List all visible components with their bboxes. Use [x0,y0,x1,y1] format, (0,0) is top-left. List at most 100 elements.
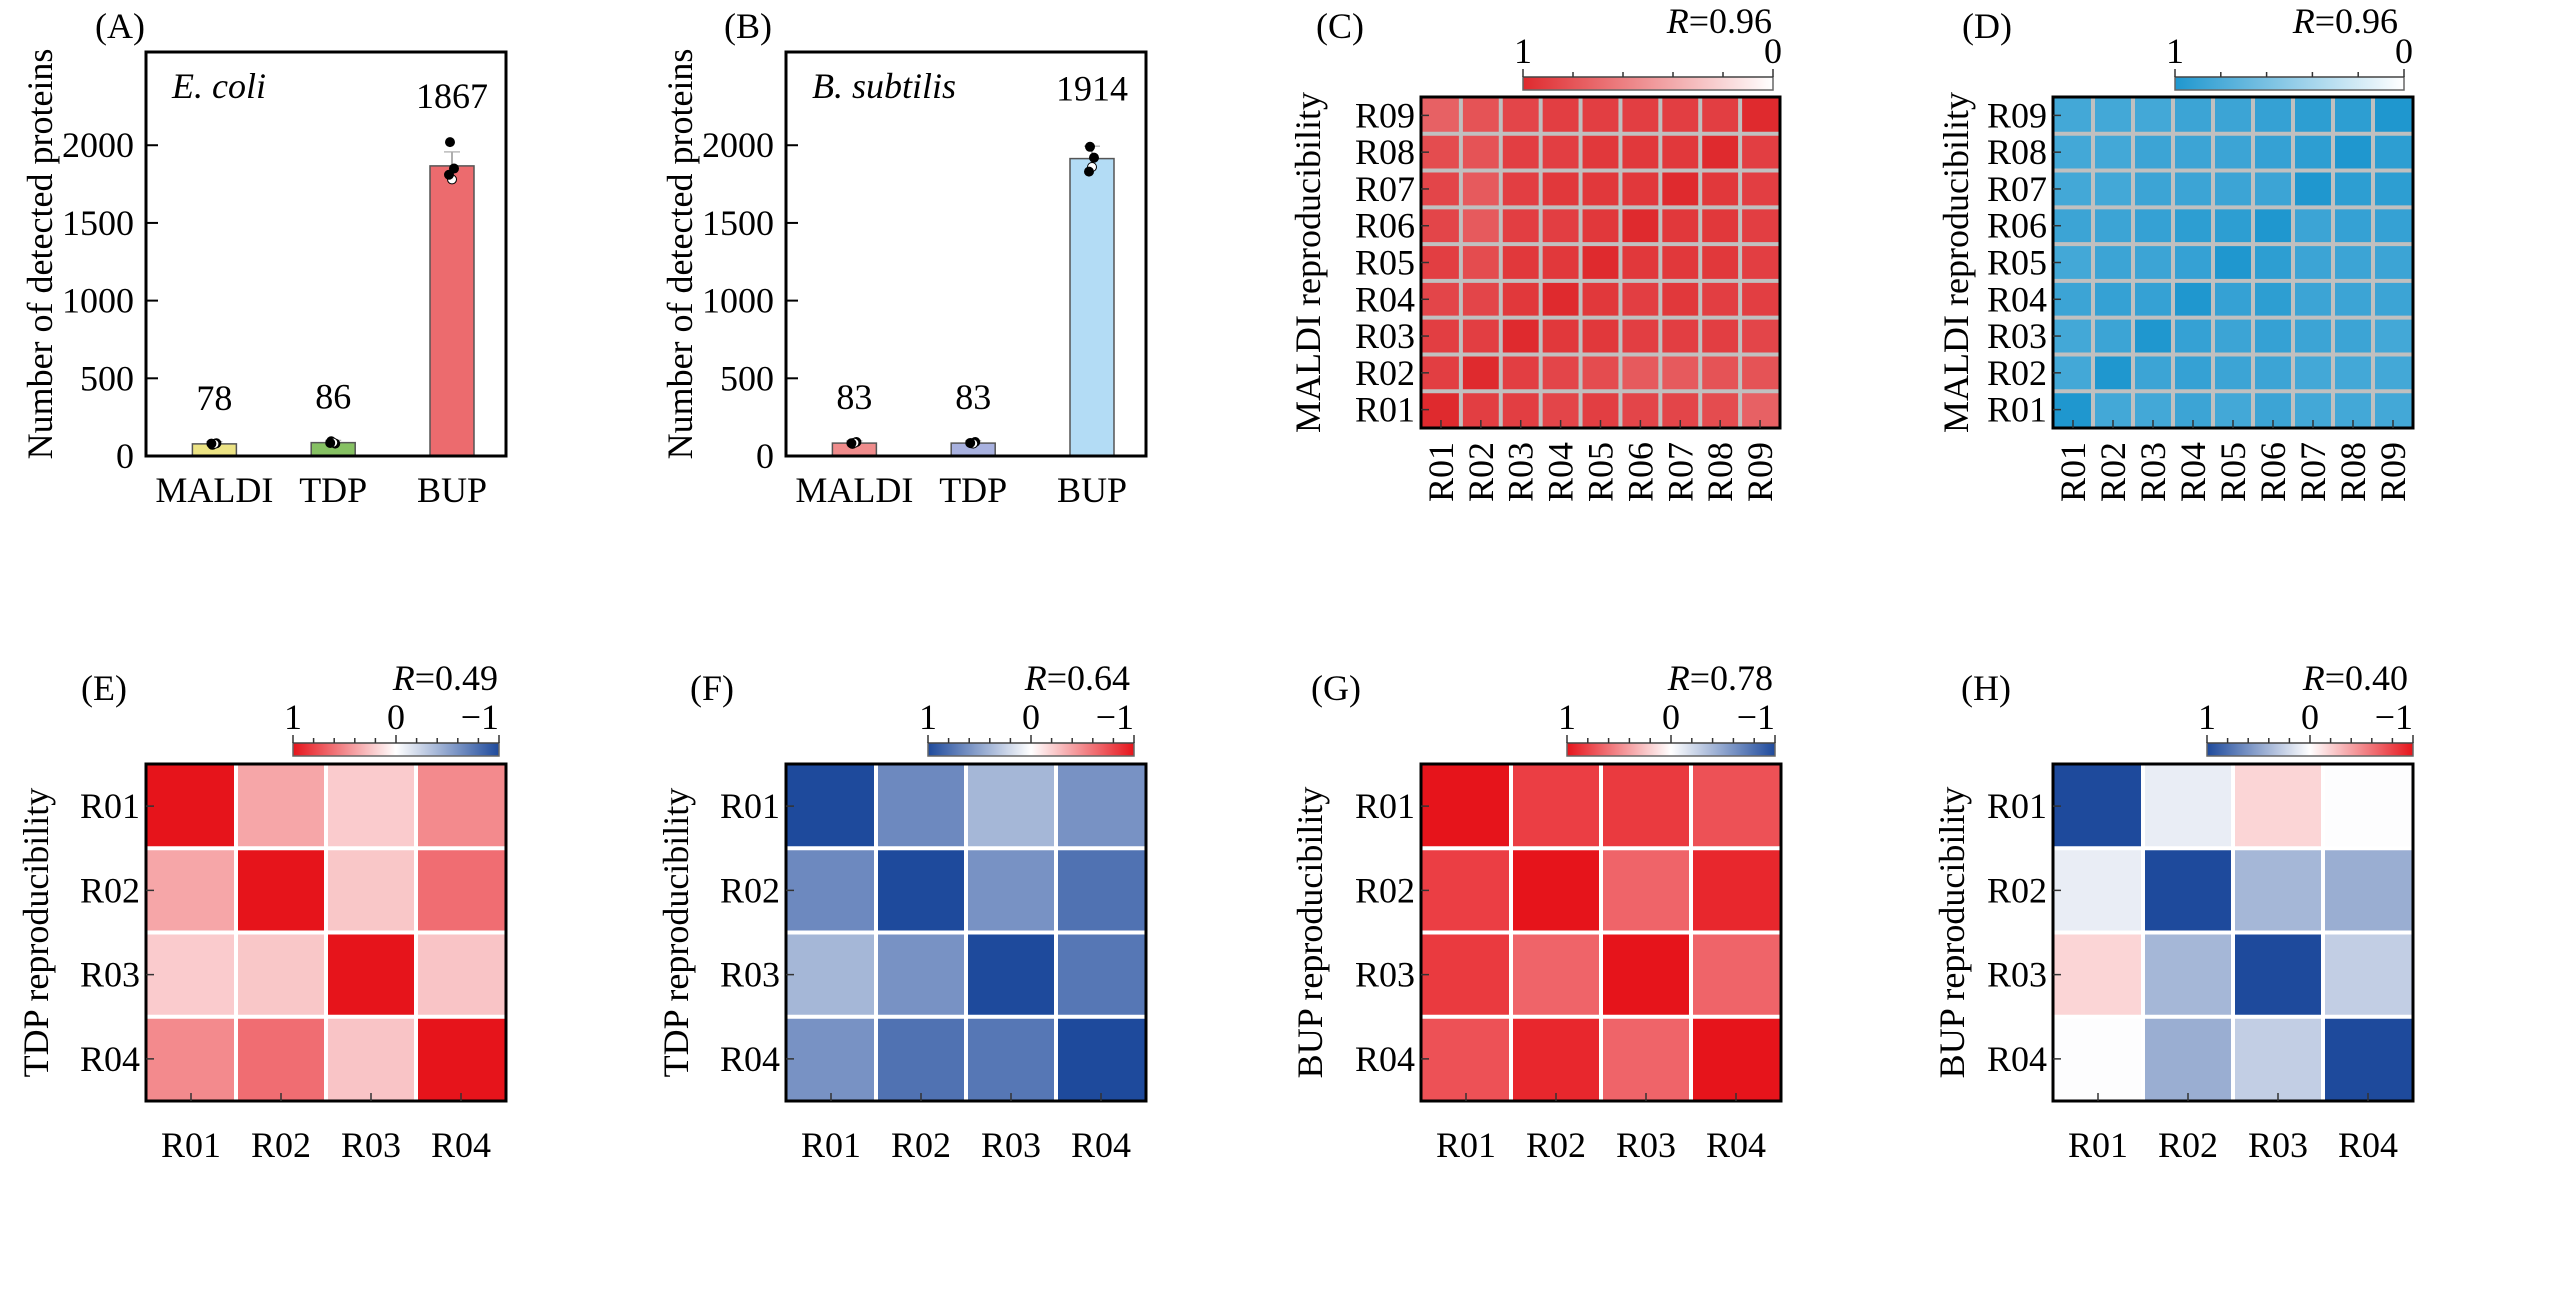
heatmap-cell [2233,1016,2323,1101]
heatmap-cell [1056,1016,1146,1101]
y-tick-label: R05 [1355,243,1415,283]
heatmap-cell [1511,848,1601,933]
heatmap-cell [1601,848,1691,933]
heatmap-cell [2373,207,2413,245]
y-tick-label: R04 [1987,279,2047,319]
heatmap-cell [966,764,1056,849]
x-tick-label: R06 [2253,442,2293,502]
heatmap-cell [1660,97,1701,134]
y-axis-label: MALDI reproducibility [1288,92,1328,433]
heatmap-cell [2093,207,2133,245]
heatmap-cell [146,764,236,849]
heatmap-cell [1056,848,1146,933]
x-tick-label: R03 [1501,442,1541,502]
heatmap-cell [2253,280,2293,318]
heatmap-cell [1421,848,1511,933]
heatmap-cell [1500,280,1541,318]
heatmap-cell [1421,764,1511,849]
panel-F: (F)TDP reproducibility R01R01R02R02R03R03… [656,658,1148,1165]
heatmap-cell [1620,280,1661,318]
data-point [444,169,454,180]
heatmap-cell [1620,354,1661,392]
y-tick-label: R03 [720,955,780,995]
heatmap-cell [2333,133,2373,171]
panel-B: (B) Number of detected proteins 0 500 1000 15… [660,6,1148,510]
x-tick-label: R01 [801,1125,861,1165]
correlation-annotation: R=0.40 [2302,658,2408,698]
heatmap-cell [1580,170,1621,208]
heatmap-cell [1660,133,1701,171]
heatmap-cell [2373,97,2413,134]
heatmap-cell [786,932,876,1017]
value-label: 1867 [416,76,488,116]
colorbar-label-max: 1 [1514,31,1532,71]
heatmap-cell [1740,280,1780,318]
x-tick-label: MALDI [795,470,913,510]
heatmap-cell [2133,207,2173,245]
x-tick-label: R01 [161,1125,221,1165]
heatmap-cell [2293,170,2333,208]
y-tick-label: R04 [80,1039,140,1079]
heatmap-cell [2253,207,2293,245]
x-tick-label: R04 [2338,1125,2398,1165]
heatmap-cell [2053,1016,2143,1101]
value-label: 1914 [1056,69,1128,109]
r-symbol: R [392,658,415,698]
heatmap-cell [1660,170,1701,208]
heatmap-cell [2293,354,2333,392]
colorbar-label-mid: 0 [387,697,405,737]
y-axis-label: TDP reproducibility [16,788,56,1078]
y-tick-label: R01 [1987,390,2047,430]
bar-bup [429,165,475,457]
y-tick-label: R06 [1987,206,2047,246]
y-tick-label: 1500 [702,203,774,243]
heatmap-cell [2333,354,2373,392]
heatmap-cell [2293,280,2333,318]
data-point [1084,166,1094,177]
heatmap-cell [2293,133,2333,171]
heatmap-cell [2333,244,2373,281]
heatmap-cell [2133,244,2173,281]
heatmap-cell [1540,244,1581,281]
heatmap-cell [1540,354,1581,392]
heatmap-cell [966,848,1056,933]
y-tick-label: R04 [1355,279,1415,319]
heatmap-cell [1700,133,1741,171]
heatmap-cell [1421,932,1511,1017]
heatmap-cell [2373,244,2413,281]
r-value: =0.78 [1690,658,1773,698]
heatmap-cell [2213,317,2253,355]
y-tick-label: R03 [1987,955,2047,995]
heatmap-cell [2093,133,2133,171]
heatmap-cell [1460,170,1501,208]
heatmap-cell [2133,354,2173,392]
correlation-annotation: R=0.96 [1666,1,1772,41]
x-tick-label: R05 [2213,442,2253,502]
colorbar-label-mid: 0 [1662,697,1680,737]
heatmap-cell [2333,317,2373,355]
x-tick-label: TDP [299,470,367,510]
y-axis-label: MALDI reproducibility [1936,92,1976,433]
panel-G: (G)BUP reproducibility R01R01R02R02R03R03… [1290,658,1783,1165]
panel-label: (E) [81,668,127,708]
heatmap-cell [1500,170,1541,208]
y-tick-label: R02 [1355,870,1415,910]
heatmap-cell [2213,170,2253,208]
panel-label: (F) [690,668,734,708]
y-tick-label: 0 [116,436,134,476]
y-axis-label: BUP reproducibility [1290,787,1330,1079]
heatmap-cell [2213,280,2253,318]
x-tick-label: R01 [1436,1125,1496,1165]
r-value: =0.96 [2315,1,2398,41]
heatmap-cell [2093,280,2133,318]
heatmap-cell [1580,97,1621,134]
heatmap-cell [1580,244,1621,281]
r-value: =0.49 [415,658,498,698]
y-tick-label: R01 [720,786,780,826]
heatmap-cell [146,932,236,1017]
x-tick-label: BUP [417,470,487,510]
heatmap-cell [236,932,326,1017]
heatmap-cell [2333,280,2373,318]
correlation-annotation: R=0.49 [392,658,498,698]
heatmap-cell [1691,848,1781,933]
